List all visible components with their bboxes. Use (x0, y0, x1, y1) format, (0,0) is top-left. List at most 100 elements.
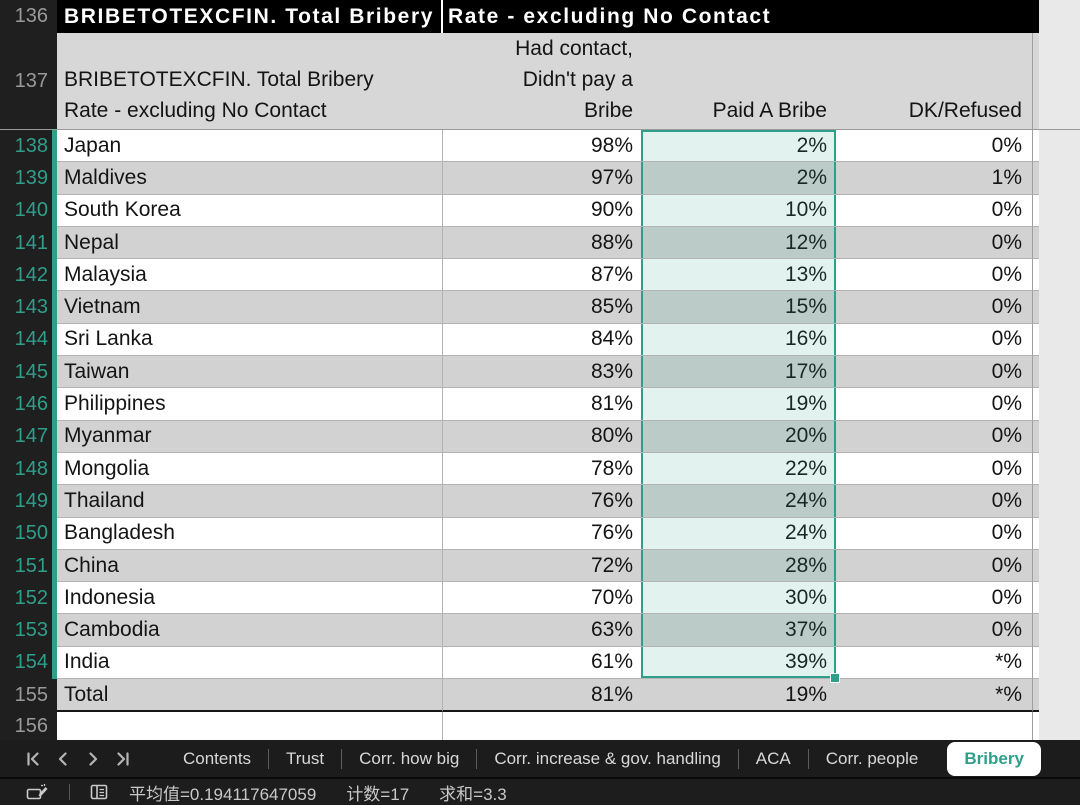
cell-dk-refused[interactable]: 0% (836, 130, 1032, 163)
cell-country-name[interactable]: India (57, 646, 443, 680)
tab-bribery-active[interactable]: Bribery (947, 741, 1041, 776)
cell-dk-refused[interactable]: 0% (836, 452, 1032, 486)
cell-dk-refused[interactable]: 1% (836, 162, 1032, 195)
empty-cell[interactable] (443, 712, 641, 740)
cell-country-name[interactable]: Vietnam (57, 291, 443, 324)
row-header-136[interactable]: 136 (0, 0, 57, 33)
cell-dk-refused[interactable]: 0% (836, 291, 1032, 324)
row-header-149[interactable]: 149 (0, 485, 57, 518)
cell-paid-a-bribe[interactable]: 13% (641, 259, 836, 292)
last-sheet-icon[interactable] (114, 750, 131, 767)
cell-didnt-pay-bribe[interactable]: 81% (443, 388, 641, 421)
cell-paid-a-bribe[interactable]: 2% (641, 162, 836, 195)
cell-didnt-pay-bribe[interactable]: 78% (443, 452, 641, 486)
row-header-152[interactable]: 152 (0, 582, 57, 615)
cell-country-name[interactable]: Japan (57, 130, 443, 163)
tab-contents[interactable]: Contents (183, 748, 252, 768)
row-header-145[interactable]: 145 (0, 356, 57, 389)
row-header-156[interactable]: 156 (0, 712, 57, 741)
row-header-154[interactable]: 154 (0, 646, 57, 680)
row-header-151[interactable]: 151 (0, 549, 57, 583)
cell-dk-refused[interactable]: 0% (836, 614, 1032, 647)
cell-didnt-pay-bribe[interactable]: 76% (443, 485, 641, 518)
cell-dk-refused[interactable]: 0% (836, 549, 1032, 583)
cell-country-name[interactable]: China (57, 549, 443, 583)
cell-country-name[interactable]: Bangladesh (57, 517, 443, 550)
row-header-155[interactable]: 155 (0, 679, 57, 713)
cell-paid-a-bribe[interactable]: 37% (641, 614, 836, 647)
cell-paid-a-bribe[interactable]: 24% (641, 485, 836, 518)
cell-country-name[interactable]: Maldives (57, 162, 443, 195)
cell-paid-a-bribe[interactable]: 17% (641, 356, 836, 389)
cell-country-name[interactable]: South Korea (57, 194, 443, 227)
empty-cell[interactable] (641, 712, 836, 740)
cell-country-name[interactable]: Sri Lanka (57, 323, 443, 357)
cell-country-name[interactable]: Indonesia (57, 582, 443, 615)
cell-didnt-pay-bribe[interactable]: 72% (443, 549, 641, 583)
cell-paid-a-bribe[interactable]: 10% (641, 194, 836, 227)
cell-didnt-pay-bribe[interactable]: 87% (443, 259, 641, 292)
cell-paid-a-bribe[interactable]: 30% (641, 582, 836, 615)
tab-aca[interactable]: ACA (755, 748, 791, 768)
next-sheet-icon[interactable] (84, 750, 101, 767)
table-title-left-cell[interactable]: BRIBETOTEXCFIN. Total Bribery (57, 0, 443, 33)
cell-didnt-pay-bribe[interactable]: 70% (443, 582, 641, 615)
cell-paid-a-bribe[interactable]: 2% (641, 130, 836, 163)
cell-dk-refused[interactable]: 0% (836, 582, 1032, 615)
tab-corr-increase-gov-handling[interactable]: Corr. increase & gov. handling (494, 748, 721, 768)
row-header-146[interactable]: 146 (0, 388, 57, 421)
tab-corr-how-big[interactable]: Corr. how big (359, 748, 460, 768)
row-header-144[interactable]: 144 (0, 323, 57, 357)
tab-trust[interactable]: Trust (286, 748, 325, 768)
cell-didnt-pay-bribe[interactable]: 85% (443, 291, 641, 324)
empty-cell[interactable] (836, 712, 1032, 740)
cell-didnt-pay-bribe[interactable]: 80% (443, 420, 641, 453)
empty-cell[interactable] (57, 712, 443, 741)
first-sheet-icon[interactable] (24, 750, 41, 767)
header-cell-question[interactable]: BRIBETOTEXCFIN. Total Bribery Rate - exc… (57, 33, 443, 129)
cell-dk-refused[interactable]: 0% (836, 323, 1032, 357)
header-cell-didnt-pay[interactable]: Had contact, Didn't pay a Bribe (443, 33, 641, 129)
cell-paid-a-bribe[interactable]: 16% (641, 323, 836, 357)
row-header-142[interactable]: 142 (0, 259, 57, 292)
cell-paid-a-bribe[interactable]: 20% (641, 420, 836, 453)
table-title-right-cell[interactable]: Rate - excluding No Contact (443, 0, 1032, 33)
cell-paid-a-bribe[interactable]: 24% (641, 517, 836, 550)
cell-paid-a-bribe[interactable]: 19% (641, 388, 836, 421)
header-cell-paid-bribe[interactable]: Paid A Bribe (712, 99, 827, 122)
cell-dk-refused[interactable]: 0% (836, 226, 1032, 260)
cell-country-name[interactable]: Total (57, 679, 443, 713)
cell-didnt-pay-bribe[interactable]: 63% (443, 614, 641, 647)
row-header-138[interactable]: 138 (0, 130, 57, 163)
row-header-150[interactable]: 150 (0, 517, 57, 550)
row-header-147[interactable]: 147 (0, 420, 57, 453)
cell-paid-a-bribe[interactable]: 28% (641, 549, 836, 583)
cell-didnt-pay-bribe[interactable]: 76% (443, 517, 641, 550)
cell-dk-refused[interactable]: 0% (836, 194, 1032, 227)
cell-country-name[interactable]: Myanmar (57, 420, 443, 453)
cell-didnt-pay-bribe[interactable]: 88% (443, 226, 641, 260)
cell-didnt-pay-bribe[interactable]: 84% (443, 323, 641, 357)
tab-corr-people[interactable]: Corr. people (825, 748, 919, 768)
cell-didnt-pay-bribe[interactable]: 97% (443, 162, 641, 195)
row-header-143[interactable]: 143 (0, 291, 57, 324)
cell-didnt-pay-bribe[interactable]: 83% (443, 356, 641, 389)
cell-paid-a-bribe[interactable]: 39% (641, 646, 840, 684)
cell-country-name[interactable]: Nepal (57, 226, 443, 260)
cell-dk-refused[interactable]: 0% (836, 485, 1032, 518)
cell-didnt-pay-bribe[interactable]: 90% (443, 194, 641, 227)
cell-didnt-pay-bribe[interactable]: 61% (443, 646, 641, 680)
cell-paid-a-bribe[interactable]: 15% (641, 291, 836, 324)
cell-dk-refused[interactable]: 0% (836, 356, 1032, 389)
cell-didnt-pay-bribe[interactable]: 81% (443, 679, 641, 713)
cell-dk-refused[interactable]: 0% (836, 259, 1032, 292)
cell-dk-refused[interactable]: 0% (836, 388, 1032, 421)
cell-dk-refused[interactable]: *% (836, 679, 1032, 713)
row-header-141[interactable]: 141 (0, 226, 57, 260)
pen-input-mode-icon[interactable] (26, 783, 49, 801)
row-header-140[interactable]: 140 (0, 194, 57, 227)
cell-paid-a-bribe[interactable]: 12% (641, 226, 836, 260)
previous-sheet-icon[interactable] (54, 750, 71, 767)
cell-paid-a-bribe[interactable]: 19% (641, 679, 836, 713)
cell-country-name[interactable]: Taiwan (57, 356, 443, 389)
